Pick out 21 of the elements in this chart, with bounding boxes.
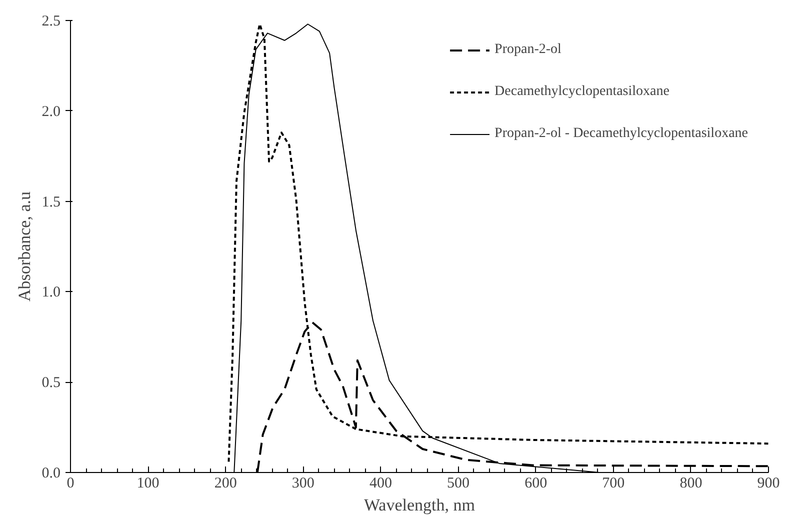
y-tick-label: 0.0 [42, 466, 60, 482]
x-tick-label: 0 [66, 476, 74, 492]
x-tick-label: 800 [680, 476, 702, 492]
y-axis-title: Absorbance, a.u [14, 191, 34, 302]
y-tick-label: 0.5 [42, 375, 60, 392]
y-tick-label: 2.0 [42, 104, 60, 120]
x-tick-label: 200 [214, 476, 237, 492]
legend-label: Decamethylcyclopentasiloxane [494, 84, 670, 100]
x-tick-label: 500 [447, 476, 470, 492]
legend-label: Propan-2-ol - Decamethylcyclopentasiloxane [494, 126, 748, 142]
x-tick-label: 700 [602, 476, 625, 492]
x-axis-title: Wavelength, nm [364, 496, 476, 514]
y-tick-label: 1.5 [42, 194, 60, 210]
y-tick-label: 2.5 [42, 14, 60, 30]
y-tick-label: 1.0 [42, 284, 60, 301]
x-tick-label: 400 [369, 476, 392, 492]
x-tick-label: 100 [136, 476, 160, 492]
legend-label: Propan-2-ol [494, 42, 562, 58]
x-tick-label: 600 [524, 476, 548, 492]
x-tick-label: 300 [292, 476, 314, 492]
x-tick-label: 900 [757, 476, 780, 492]
